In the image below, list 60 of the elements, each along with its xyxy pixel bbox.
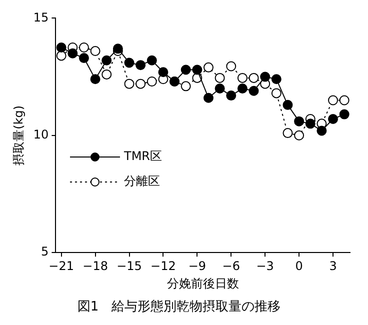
point [68,48,78,58]
legend-label: 分離区 [124,173,160,190]
x-tick-label: −12 [150,258,176,273]
point [136,60,146,70]
point [214,84,225,94]
point [271,88,282,98]
point [90,74,100,84]
point [282,128,293,138]
point [180,81,191,92]
point [56,42,66,52]
point [237,72,248,83]
x-tick-label: −9 [188,258,206,273]
point [316,126,327,136]
point [146,76,157,86]
point [136,78,146,89]
point [294,116,304,126]
point [78,53,89,64]
x-tick-label: 0 [295,258,303,273]
point [282,100,293,110]
point [146,55,157,66]
point [226,90,236,101]
point [124,58,134,68]
point [102,55,112,66]
text: 図1 給与形態別乾物摂取量の推移 [77,300,281,315]
point [124,78,134,89]
legend-label: TMR区 [124,148,162,165]
point [339,95,350,106]
x-axis-title: 分娩前後日数 [166,276,239,290]
point [328,114,338,124]
point [248,86,259,96]
y-axis-title: 摂取量(kg) [11,105,26,166]
point [90,46,100,56]
point [203,62,214,72]
point [214,72,225,83]
y-tick-label: 15 [33,10,49,24]
x-tick-label: 3 [329,258,337,273]
point [271,74,282,84]
point [305,118,316,129]
x-tick-label: −15 [116,258,142,273]
point [248,72,259,83]
point [260,72,270,82]
x-tick-label: −3 [256,258,274,273]
x-tick-label: −18 [82,258,108,273]
point [56,50,66,61]
point [237,84,248,94]
point [112,44,123,54]
point [294,130,304,140]
point [102,69,112,80]
x-tick-label: −21 [48,258,74,273]
point [78,42,89,52]
y-tick-label: 10 [33,128,49,142]
y-tick-label: 5 [41,244,49,259]
point [328,95,338,106]
point [192,64,202,75]
point [339,109,350,120]
point [226,61,236,72]
point [203,92,214,103]
point [158,67,168,78]
point [180,64,191,75]
x-tick-label: −6 [222,258,240,273]
